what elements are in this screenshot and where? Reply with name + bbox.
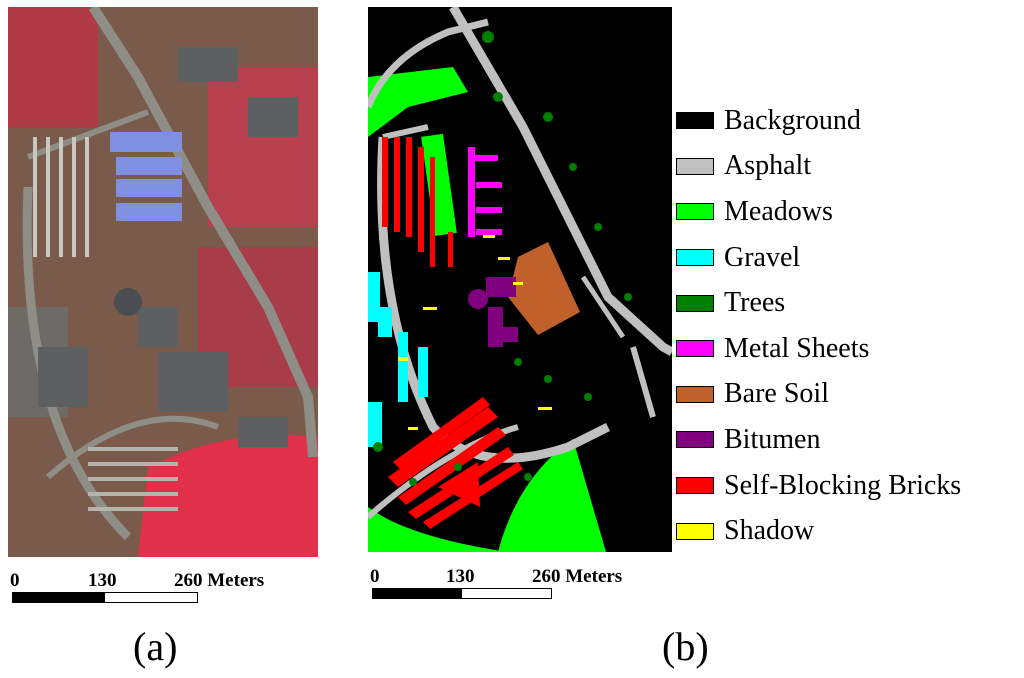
legend-swatch	[676, 294, 714, 312]
scale-tick-260: 260 Meters	[174, 570, 265, 591]
false-color-aerial-image	[8, 7, 318, 557]
scale-segment-black	[373, 589, 462, 598]
legend-swatch	[676, 249, 714, 267]
scale-tick-130: 130	[446, 566, 475, 587]
legend-swatch	[676, 203, 714, 221]
legend-item: Metal Sheets	[676, 326, 1021, 372]
legend-label: Shadow	[724, 515, 815, 547]
legend-swatch	[676, 157, 714, 175]
scale-tick-0: 0	[10, 570, 20, 591]
legend-item: Meadows	[676, 189, 1021, 235]
legend-item: Gravel	[676, 235, 1021, 281]
ground-truth-map	[368, 7, 672, 552]
legend-label: Self-Blocking Bricks	[724, 469, 962, 501]
scale-tick-260: 260 Meters	[532, 566, 623, 587]
scale-bar-a: 0 130 260 Meters	[10, 570, 264, 603]
legend-label: Asphalt	[724, 150, 812, 182]
legend-label: Gravel	[724, 241, 801, 273]
legend-item: Background	[676, 98, 1021, 144]
scale-tick-0: 0	[370, 566, 380, 587]
legend-swatch	[676, 431, 714, 449]
scale-bar-graphic	[372, 588, 552, 599]
legend-item: Asphalt	[676, 144, 1021, 190]
legend-label: Metal Sheets	[724, 332, 870, 364]
scale-segment-black	[13, 593, 105, 602]
legend-swatch	[676, 522, 714, 540]
legend-swatch	[676, 112, 714, 130]
legend-swatch	[676, 340, 714, 358]
ground-truth-canvas	[368, 7, 672, 552]
scale-bar-b: 0 130 260 Meters	[370, 566, 622, 599]
legend-label: Background	[724, 104, 861, 136]
scale-segment-white	[462, 589, 551, 598]
legend: Background Asphalt Meadows Gravel Trees Metal…	[676, 98, 1021, 554]
legend-label: Bare Soil	[724, 378, 829, 410]
panel-label-a: (a)	[133, 624, 178, 669]
legend-label: Bitumen	[724, 423, 821, 455]
legend-item: Shadow	[676, 508, 1021, 554]
panel-label-b: (b)	[662, 624, 709, 669]
legend-swatch	[676, 385, 714, 403]
aerial-image-canvas	[8, 7, 318, 557]
scale-tick-130: 130	[88, 570, 117, 591]
legend-item: Trees	[676, 280, 1021, 326]
scale-bar-graphic	[12, 592, 198, 603]
legend-item: Bare Soil	[676, 372, 1021, 418]
legend-label: Trees	[724, 287, 786, 319]
legend-item: Bitumen	[676, 417, 1021, 463]
legend-label: Meadows	[724, 195, 833, 227]
scale-segment-white	[105, 593, 197, 602]
legend-swatch	[676, 477, 714, 495]
legend-item: Self-Blocking Bricks	[676, 463, 1021, 509]
